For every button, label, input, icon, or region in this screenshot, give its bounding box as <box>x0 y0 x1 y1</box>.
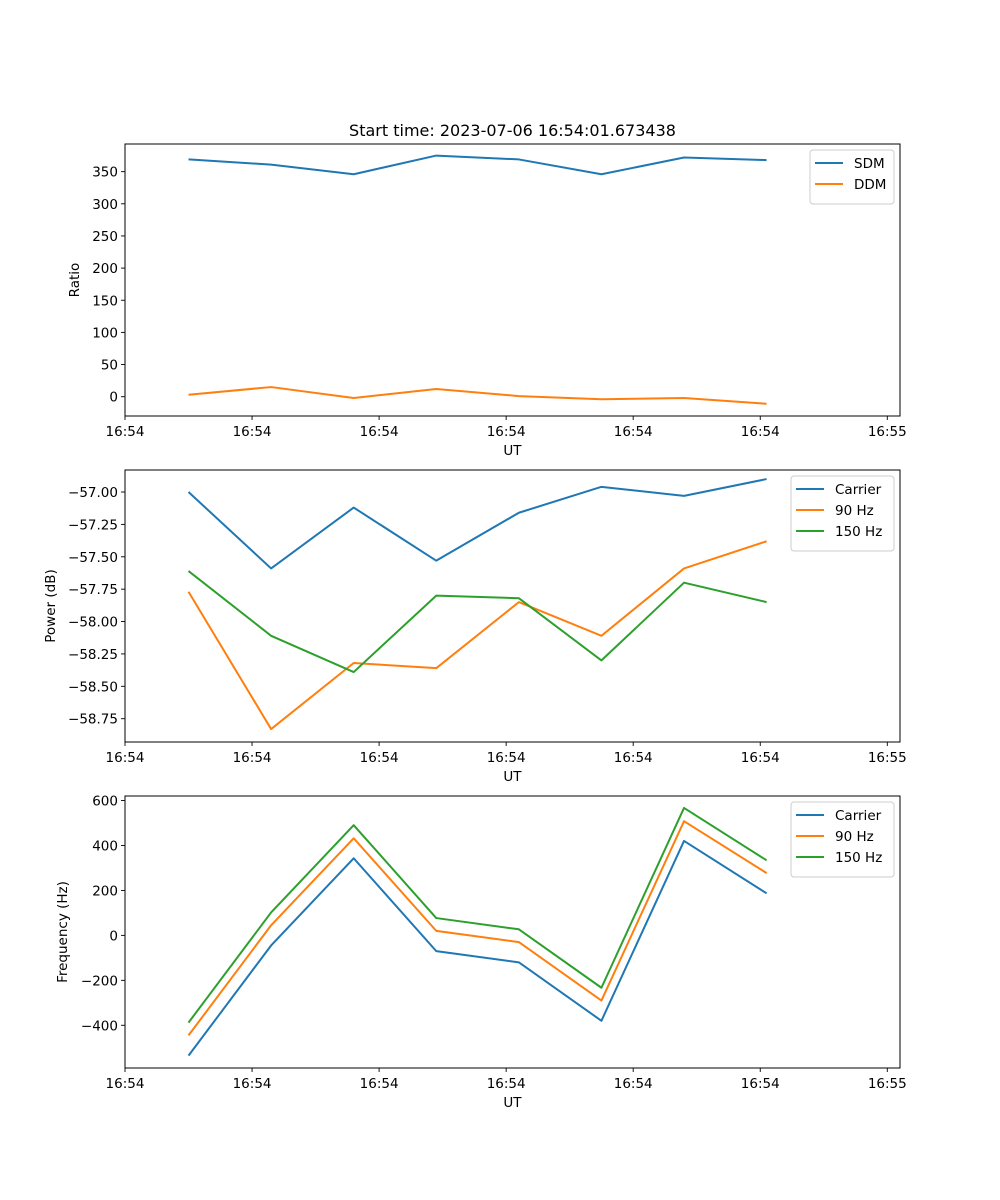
ratio-panel: 16:54 16:54 16:54 16:54 16:54 16:54 16:55 0 50 10… <box>67 143 907 459</box>
y-tick-label: 300 <box>92 197 118 213</box>
x-tick-label: 16:54 <box>360 424 399 440</box>
series-line-150-hz <box>187 806 768 1024</box>
x-axis-label: UT <box>503 769 522 785</box>
y-tick-label: 400 <box>92 838 118 854</box>
series-line-ddm <box>188 386 767 405</box>
x-tick-label: 16:55 <box>868 1076 907 1092</box>
x-tick-label: 16:55 <box>868 750 907 766</box>
x-tick-label: 16:54 <box>233 750 272 766</box>
legend-label: Carrier <box>835 808 882 824</box>
x-tick-label: 16:54 <box>233 1076 272 1092</box>
y-tick-label: −200 <box>81 973 118 989</box>
series-line-150-hz <box>187 570 767 674</box>
series-line-90-hz <box>187 540 767 731</box>
y-tick-label: −57.75 <box>68 582 118 598</box>
x-tick-label: 16:54 <box>106 1076 145 1092</box>
x-axis-label: UT <box>503 443 522 459</box>
y-tick-label: −58.00 <box>68 615 118 631</box>
x-tick-label: 16:54 <box>360 750 399 766</box>
legend-label: 150 Hz <box>835 850 882 866</box>
y-tick-label: −58.50 <box>68 679 118 695</box>
frequency-panel: 16:54 16:54 16:54 16:54 16:54 16:54 16:55 −400 −… <box>55 793 907 1111</box>
legend-label: 90 Hz <box>835 829 874 845</box>
y-axis-label: Frequency (Hz) <box>55 881 71 983</box>
y-tick-label: 0 <box>109 928 118 944</box>
x-tick-label: 16:54 <box>741 1076 780 1092</box>
series-line-carrier <box>187 839 768 1057</box>
y-tick-label: 100 <box>92 325 118 341</box>
x-tick-label: 16:54 <box>614 750 653 766</box>
y-tick-label: 0 <box>109 390 118 406</box>
x-tick-label: 16:54 <box>487 750 526 766</box>
y-tick-label: 50 <box>101 358 118 374</box>
x-tick-label: 16:54 <box>233 424 272 440</box>
y-tick-label: −57.00 <box>68 485 118 501</box>
y-tick-label: 600 <box>92 793 118 809</box>
x-tick-label: 16:55 <box>868 424 907 440</box>
series-line-90-hz <box>187 820 768 1036</box>
y-tick-label: 200 <box>92 261 118 277</box>
legend-box <box>790 801 895 878</box>
legend: SDM DDM <box>809 149 895 205</box>
legend-label: 150 Hz <box>835 524 882 540</box>
legend: Carrier 90 Hz 150 Hz <box>790 801 895 878</box>
x-tick-label: 16:54 <box>614 1076 653 1092</box>
y-tick-label: −57.50 <box>68 550 118 566</box>
legend-label: DDM <box>854 177 886 193</box>
figure-title: Start time: 2023-07-06 16:54:01.673438 <box>349 121 676 140</box>
series-line-sdm <box>188 154 767 176</box>
y-tick-label: −57.25 <box>68 517 118 533</box>
x-axis-label: UT <box>503 1095 522 1111</box>
series-line-carrier <box>187 478 767 570</box>
x-tick-label: 16:54 <box>106 424 145 440</box>
legend: Carrier 90 Hz 150 Hz <box>790 475 895 552</box>
x-tick-label: 16:54 <box>741 750 780 766</box>
x-tick-label: 16:54 <box>360 1076 399 1092</box>
legend-label: 90 Hz <box>835 503 874 519</box>
y-tick-label: 150 <box>92 293 118 309</box>
axes-frame <box>124 143 901 417</box>
x-tick-label: 16:54 <box>741 424 780 440</box>
x-tick-label: 16:54 <box>487 424 526 440</box>
y-tick-label: −58.75 <box>68 712 118 728</box>
y-tick-label: 350 <box>92 165 118 181</box>
y-tick-label: −400 <box>81 1018 118 1034</box>
y-axis-label: Power (dB) <box>43 569 59 642</box>
x-tick-label: 16:54 <box>614 424 653 440</box>
y-tick-label: 200 <box>92 883 118 899</box>
y-tick-label: 250 <box>92 229 118 245</box>
legend-box <box>790 475 895 552</box>
legend-label: Carrier <box>835 482 882 498</box>
x-tick-label: 16:54 <box>487 1076 526 1092</box>
axes-frame <box>124 795 901 1069</box>
y-axis-label: Ratio <box>67 263 83 298</box>
y-tick-label: −58.25 <box>68 647 118 663</box>
legend-label: SDM <box>854 156 885 172</box>
x-tick-label: 16:54 <box>106 750 145 766</box>
axes-frame <box>124 469 901 743</box>
power-panel: 16:54 16:54 16:54 16:54 16:54 16:54 16:55 −58.7… <box>43 469 907 785</box>
